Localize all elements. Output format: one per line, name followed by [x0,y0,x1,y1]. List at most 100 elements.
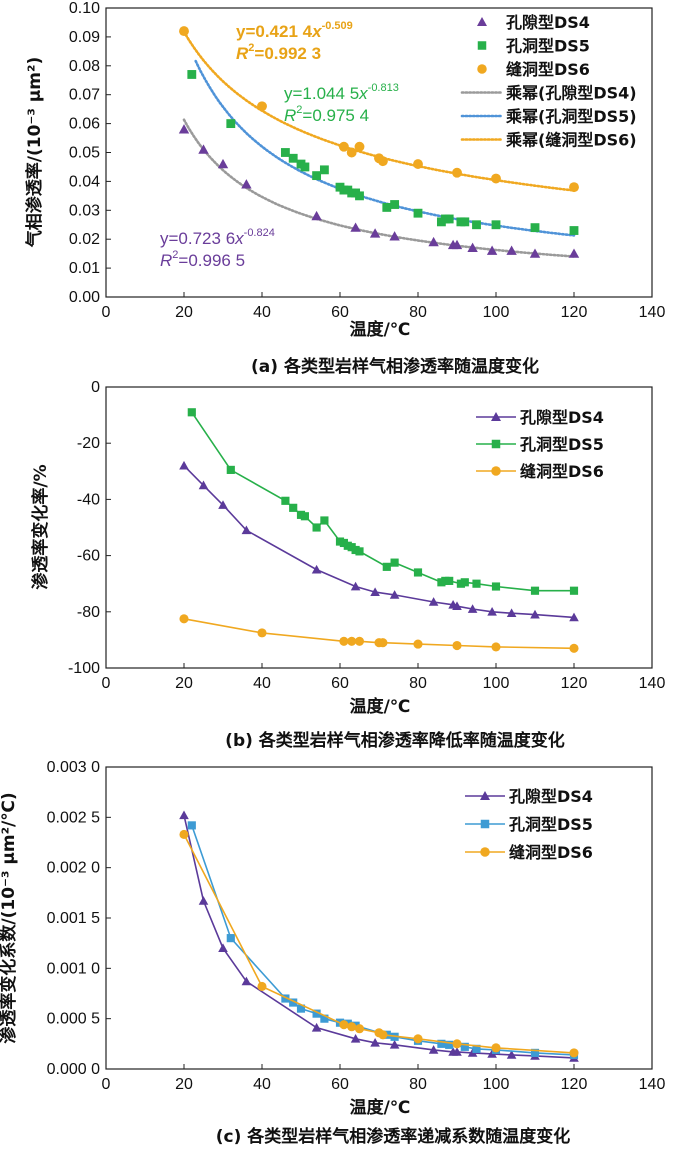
y-tick-label: 0.03 [69,202,100,219]
data-point [241,525,252,535]
data-point [320,1014,329,1023]
data-point [355,191,364,201]
data-point [569,612,579,622]
data-point [389,1040,400,1049]
data-point [354,141,365,152]
data-point [569,1048,579,1058]
x-tick-label: 80 [409,675,427,692]
data-point [530,1048,540,1057]
y-axis-label: 渗透率变化率/% [30,464,51,589]
data-point [428,1045,439,1054]
data-point [257,981,267,992]
data-point [389,231,400,241]
data-point [568,248,580,258]
x-tick-label: 120 [561,675,588,692]
data-point [339,636,349,646]
y-tick-label: -40 [77,491,100,508]
y-tick-label: 0.04 [69,173,100,190]
data-point [354,1024,365,1034]
data-point [378,1030,388,1040]
data-point [491,642,501,652]
legend-label: 孔隙型DS4 [506,13,590,32]
data-point [529,248,541,258]
data-point [506,1050,517,1059]
data-point [280,148,290,157]
legend-label: 缝洞型DS6 [520,462,604,481]
x-tick-label: 140 [639,304,666,321]
data-point [179,810,189,820]
data-point [413,568,423,577]
x-tick-label: 100 [483,1076,510,1093]
y-tick-label: -80 [77,604,100,621]
legend-label: 缝洞型DS6 [506,60,590,79]
legend-marker [491,412,501,421]
y-tick-label: 0.002 5 [47,809,100,826]
data-point [452,601,462,611]
data-point [452,1047,462,1056]
data-point [339,1020,349,1030]
legend-marker [491,466,501,476]
y-tick-label: 0.000 5 [47,1011,100,1028]
legend-label: 孔洞型DS5 [509,815,593,834]
x-tick-label: 100 [483,304,510,321]
y-tick-label: 0.002 0 [47,860,100,877]
data-point [413,208,423,218]
data-point [530,223,540,233]
data-point [241,976,252,986]
data-point [312,523,321,532]
data-point [472,579,481,588]
data-point [569,226,579,235]
data-point [370,1038,380,1047]
series-1 [187,70,579,235]
x-tick-label: 60 [331,1076,349,1093]
data-point [460,578,469,587]
x-axis-label: 温度/℃ [350,696,411,717]
data-point [338,141,349,152]
figure-caption: (b) 各类型岩样气相渗透率降低率随温度变化 [225,730,565,751]
data-point [179,460,189,470]
legend-label: 乘幂(孔洞型DS5) [505,107,637,126]
data-point [491,173,501,184]
y-axis-label: 气相渗透率/(10⁻³ μm²) [24,57,45,248]
figure-caption: (a) 各类型岩样气相渗透率随温度变化 [251,356,539,377]
plot-frame [105,386,653,669]
data-point [487,607,497,616]
series-line [183,815,575,1059]
data-point [319,165,329,175]
data-point [467,604,478,613]
data-point [312,1009,321,1018]
legend-label: 孔洞型DS5 [506,37,590,56]
y-tick-label: 0.02 [69,231,100,248]
legend-marker [480,847,490,857]
series-0 [178,124,580,258]
data-point [437,1039,446,1048]
data-point [506,608,517,618]
y-axis-label: 渗透率变化系数/(10⁻³ μm²/℃) [0,792,19,1043]
data-point [218,500,228,509]
chart-a: 0 20 40 60 80 100 120 140 0.00 0.01 0.02 0.03 0.04 0.… [24,0,665,377]
data-point [226,465,235,474]
legend-marker [480,819,490,829]
data-point [350,222,361,232]
x-tick-label: 60 [331,675,349,692]
data-point [187,821,196,830]
data-point [289,998,298,1007]
data-point [296,1004,306,1013]
x-tick-label: 60 [331,304,349,321]
data-point [378,638,388,648]
y-tick-label: -20 [77,435,100,452]
data-point [226,934,235,943]
x-tick-label: 40 [253,304,271,321]
data-point [281,994,290,1003]
equation-line: y=0.723 6x-0.824 [160,227,275,248]
data-point [428,597,439,606]
x-tick-label: 40 [253,1076,271,1093]
data-point [300,512,309,521]
x-tick-label: 140 [639,1076,666,1093]
data-point [217,158,229,169]
y-tick-label: 0.10 [69,0,100,17]
y-tick-label: -100 [68,660,100,677]
